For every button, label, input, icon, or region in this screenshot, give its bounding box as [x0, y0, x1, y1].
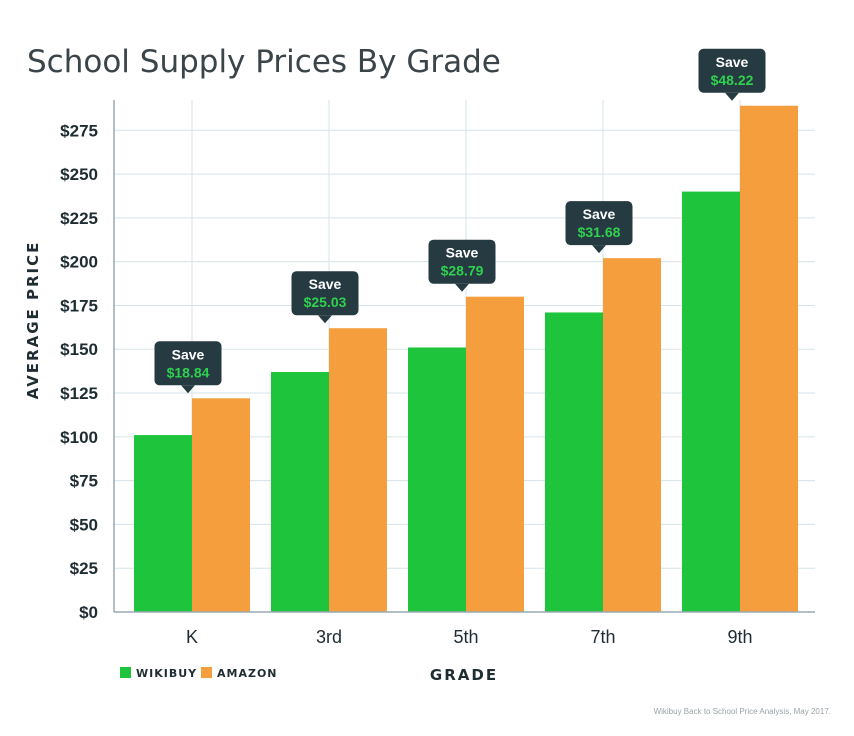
y-tick-label: $250: [60, 165, 98, 184]
y-tick-label: $200: [60, 253, 98, 272]
callout-value: $28.79: [441, 263, 484, 279]
bar-amazon-3rd: [329, 328, 387, 612]
savings-callout: Save $28.79: [428, 239, 496, 292]
callout-value: $48.22: [711, 72, 754, 88]
y-tick-label: $275: [60, 121, 98, 140]
callout-value: $31.68: [578, 224, 621, 240]
legend-label: AMAZON: [217, 667, 278, 680]
y-tick-label: $125: [60, 384, 98, 403]
chart-title: School Supply Prices By Grade: [27, 44, 501, 80]
callout-pointer: [592, 245, 606, 254]
bar-amazon-9th: [740, 105, 798, 613]
callout-label: Save: [309, 276, 342, 292]
y-tick-label: $25: [70, 559, 98, 578]
bar-amazon-k: [192, 398, 250, 612]
bars: [134, 105, 798, 613]
callout-pointer: [181, 385, 195, 394]
legend-swatch: [201, 667, 212, 678]
y-axis-ticks: $0 $25 $50 $75 $100 $125 $150 $175 $200 $225 $250 $…: [60, 121, 98, 622]
savings-callout: Save $18.84: [154, 341, 222, 394]
x-category-label: 7th: [590, 627, 615, 647]
callout-pointer: [725, 92, 739, 101]
bar-amazon-5th: [466, 296, 524, 612]
bar-wikibuy-9th: [682, 191, 740, 612]
legend-item-wikibuy: WIKIBUY: [120, 667, 197, 680]
savings-callout: Save $25.03: [291, 271, 359, 324]
callout-pointer: [455, 283, 469, 292]
legend-item-amazon: AMAZON: [201, 667, 278, 680]
y-tick-label: $100: [60, 428, 98, 447]
bar-wikibuy-k: [134, 435, 192, 612]
x-axis-title: GRADE: [430, 666, 498, 684]
callout-label: Save: [172, 346, 205, 362]
legend: WIKIBUY AMAZON: [120, 667, 278, 680]
callout-box: [154, 341, 222, 386]
legend-swatch: [120, 667, 131, 678]
callout-pointer: [318, 315, 332, 324]
callout-value: $18.84: [167, 364, 210, 380]
callout-label: Save: [716, 54, 749, 70]
y-tick-label: $0: [79, 603, 98, 622]
bar-wikibuy-7th: [545, 312, 603, 612]
savings-callout: Save $48.22: [698, 48, 766, 101]
x-category-label: 5th: [453, 627, 478, 647]
callout-box: [565, 201, 633, 246]
callout-box: [291, 271, 359, 316]
bar-wikibuy-5th: [408, 347, 466, 612]
y-tick-label: $75: [70, 472, 98, 491]
y-tick-label: $175: [60, 296, 98, 315]
legend-label: WIKIBUY: [136, 667, 197, 680]
x-category-label: 3rd: [316, 627, 342, 647]
callout-label: Save: [446, 245, 479, 261]
bar-amazon-7th: [603, 258, 661, 612]
savings-callout: Save $31.68: [565, 201, 633, 254]
bar-wikibuy-3rd: [271, 372, 329, 612]
callout-value: $25.03: [304, 294, 347, 310]
source-note: Wikibuy Back to School Price Analysis, M…: [654, 707, 831, 716]
callout-box: [428, 239, 496, 284]
y-tick-label: $50: [70, 515, 98, 534]
y-tick-label: $225: [60, 209, 98, 228]
callout-label: Save: [583, 206, 616, 222]
y-axis-title: AVERAGE PRICE: [24, 241, 42, 400]
x-category-label: 9th: [727, 627, 752, 647]
callout-box: [698, 48, 766, 93]
x-category-label: K: [186, 627, 198, 647]
savings-callouts: Save $18.84 Save $25.03 Save $28.79 Save $31.68…: [154, 48, 766, 394]
x-axis-categories: K 3rd 5th 7th 9th: [186, 627, 753, 647]
y-tick-label: $150: [60, 340, 98, 359]
